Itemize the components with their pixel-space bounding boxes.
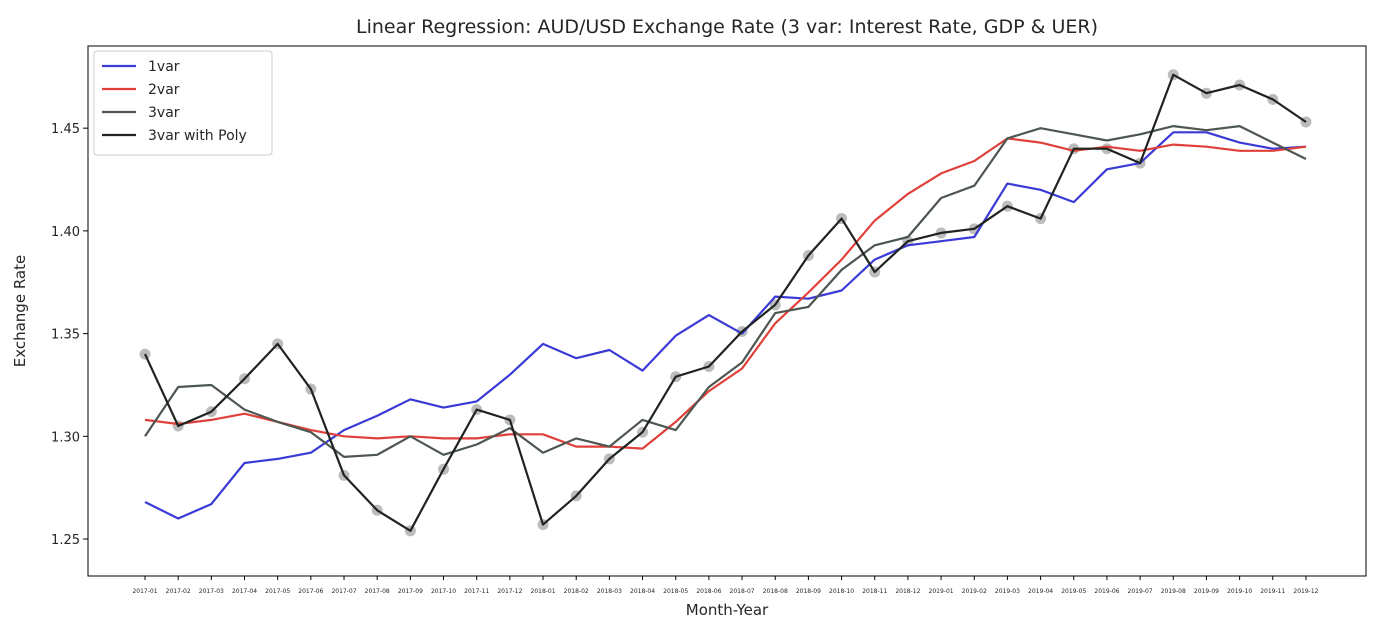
- x-tick-label: 2019-07: [1128, 588, 1153, 595]
- x-axis-ticks: 2017-01 2017-02 2017-03 2017-04 2017-05 2017-…: [132, 576, 1319, 595]
- y-tick-label: 1.40: [51, 225, 80, 240]
- legend-label: 1var: [148, 59, 180, 75]
- x-tick-label: 2019-11: [1260, 588, 1285, 595]
- legend-label: 3var: [148, 105, 180, 121]
- x-tick-label: 2018-09: [796, 588, 821, 595]
- x-tick-label: 2017-03: [199, 588, 224, 595]
- x-tick-label: 2017-07: [331, 588, 356, 595]
- x-tick-label: 2019-03: [995, 588, 1020, 595]
- series-line: [144, 73, 1307, 532]
- x-tick-label: 2019-02: [962, 588, 987, 595]
- y-tick-label: 1.45: [51, 122, 80, 137]
- x-axis-label: Month-Year: [686, 601, 769, 619]
- x-tick-label: 2018-06: [696, 588, 721, 595]
- legend-frame: [93, 50, 273, 156]
- x-tick-label: 2018-08: [763, 588, 788, 595]
- x-tick-label: 2019-10: [1227, 588, 1252, 595]
- x-tick-label: 2019-04: [1028, 588, 1053, 595]
- x-tick-label: 2019-01: [929, 588, 954, 595]
- x-tick-label: 2017-08: [365, 588, 390, 595]
- series-line: [144, 137, 1307, 450]
- x-tick-label: 2018-02: [564, 588, 589, 595]
- y-tick-label: 1.25: [51, 533, 80, 548]
- series-line: [144, 124, 1307, 458]
- x-tick-label: 2019-05: [1061, 588, 1086, 595]
- plot-area: [87, 45, 1367, 577]
- x-tick-label: 2018-07: [730, 588, 755, 595]
- legend: 1var 2var 3var 3var with Poly: [93, 50, 273, 156]
- series-line: [144, 131, 1307, 520]
- x-tick-label: 2018-10: [829, 588, 854, 595]
- x-tick-label: 2017-05: [265, 588, 290, 595]
- x-tick-label: 2017-02: [166, 588, 191, 595]
- y-axis-ticks: 1.25 1.30 1.35 1.40 1.45: [51, 122, 88, 548]
- x-tick-label: 2017-01: [132, 588, 157, 595]
- x-tick-label: 2017-12: [497, 588, 522, 595]
- chart-title: Linear Regression: AUD/USD Exchange Rate…: [356, 16, 1098, 38]
- x-tick-label: 2018-03: [597, 588, 622, 595]
- x-tick-label: 2017-04: [232, 588, 257, 595]
- x-tick-label: 2019-06: [1094, 588, 1119, 595]
- x-tick-label: 2019-09: [1194, 588, 1219, 595]
- x-tick-label: 2018-04: [630, 588, 655, 595]
- x-tick-label: 2017-11: [464, 588, 489, 595]
- x-tick-label: 2018-01: [531, 588, 556, 595]
- x-tick-label: 2018-05: [663, 588, 688, 595]
- series-lines: [144, 73, 1307, 532]
- y-tick-label: 1.30: [51, 430, 80, 445]
- legend-label: 3var with Poly: [148, 128, 247, 144]
- legend-label: 2var: [148, 82, 180, 98]
- y-axis-label: Exchange Rate: [11, 255, 29, 367]
- x-tick-label: 2017-06: [298, 588, 323, 595]
- x-tick-label: 2018-11: [862, 588, 887, 595]
- x-tick-label: 2017-09: [398, 588, 423, 595]
- x-tick-label: 2019-08: [1161, 588, 1186, 595]
- x-tick-label: 2019-12: [1293, 588, 1318, 595]
- x-tick-label: 2017-10: [431, 588, 456, 595]
- x-tick-label: 2018-12: [895, 588, 920, 595]
- y-tick-label: 1.35: [51, 328, 80, 343]
